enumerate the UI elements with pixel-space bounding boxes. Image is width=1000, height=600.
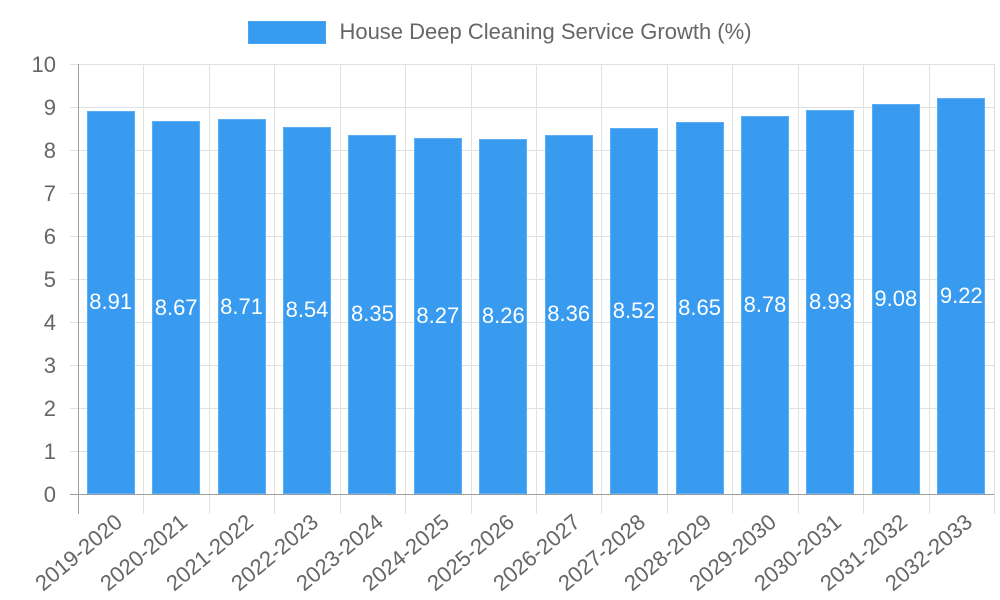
bar[interactable] — [675, 122, 724, 494]
bar-value-label: 8.67 — [154, 294, 198, 320]
bar[interactable] — [871, 103, 920, 494]
legend-swatch — [248, 20, 327, 44]
bar-value-label: 8.52 — [612, 297, 656, 323]
y-tick-label: 6 — [43, 223, 56, 249]
bar[interactable] — [740, 116, 790, 494]
bar[interactable] — [937, 97, 986, 494]
bar-value-label: 8.78 — [743, 292, 787, 318]
bar-value-label: 9.22 — [939, 282, 983, 308]
y-tick-label: 9 — [43, 94, 56, 120]
bar-value-label: 8.35 — [351, 301, 394, 327]
y-tick-label: 2 — [43, 395, 56, 421]
y-tick-label: 3 — [43, 352, 56, 378]
bar-value-label: 8.91 — [89, 289, 133, 315]
bar-value-label: 8.26 — [481, 303, 525, 329]
y-tick-label: 10 — [31, 51, 56, 77]
y-tick-label: 0 — [43, 481, 56, 507]
y-tick-label: 1 — [43, 438, 56, 464]
bar[interactable] — [86, 110, 135, 494]
bar[interactable] — [610, 127, 659, 494]
bar[interactable] — [217, 119, 266, 494]
bar-value-label: 8.27 — [416, 303, 460, 329]
bar[interactable] — [544, 134, 593, 494]
bar[interactable] — [479, 138, 528, 494]
bar[interactable] — [282, 126, 332, 494]
bar-value-label: 8.65 — [678, 295, 721, 321]
bar[interactable] — [413, 138, 462, 494]
bar[interactable] — [152, 121, 201, 494]
bar-value-label: 8.54 — [285, 297, 329, 323]
bar-value-label: 8.71 — [220, 293, 263, 319]
chart-legend[interactable]: House Deep Cleaning Service Growth (%) — [0, 19, 1000, 45]
y-tick-label: 4 — [43, 309, 56, 335]
bar[interactable] — [806, 110, 855, 494]
y-tick-label: 8 — [43, 137, 56, 163]
y-tick-label: 7 — [43, 180, 56, 206]
bar[interactable] — [348, 134, 397, 494]
bar-value-label: 8.36 — [547, 301, 591, 327]
bar-value-label: 9.08 — [874, 285, 918, 311]
legend-label: House Deep Cleaning Service Growth (%) — [339, 19, 752, 44]
y-tick-label: 5 — [43, 266, 56, 292]
bar-value-label: 8.93 — [809, 289, 852, 314]
